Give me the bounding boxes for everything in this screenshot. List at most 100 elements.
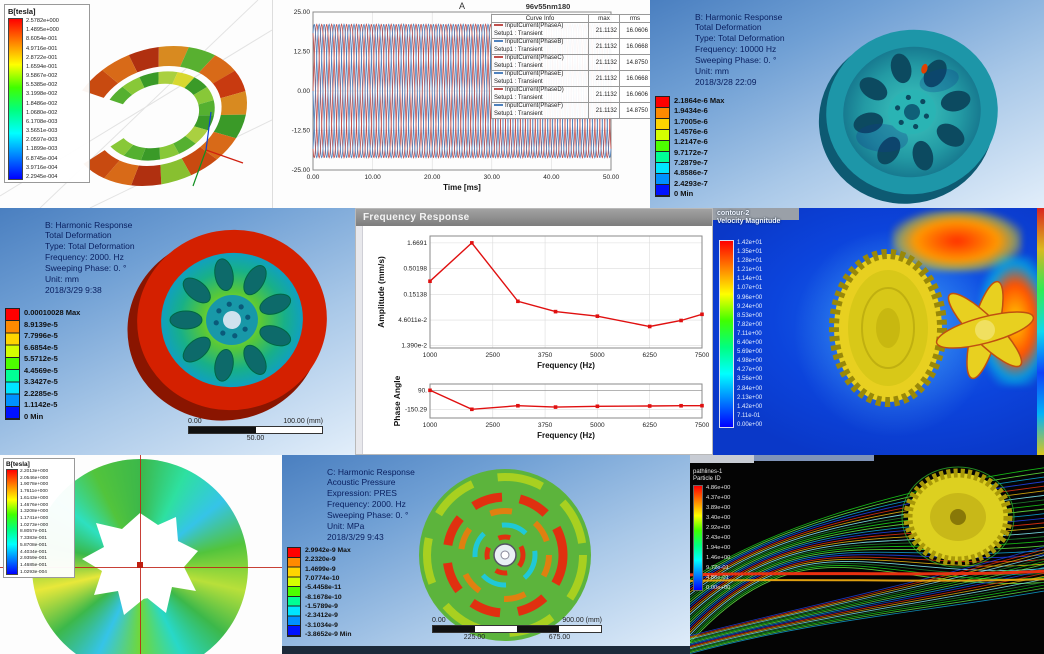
curve-color-dash-icon xyxy=(494,56,503,59)
colorbar xyxy=(5,308,20,420)
info-line: Type: Total Deformation xyxy=(45,241,135,252)
legend-value: 2.2320e-9 xyxy=(305,556,336,564)
amplitude-chart: 1000 2500 3750 5000 6250 7500 1.6691 0.50198 0.1… xyxy=(376,235,710,370)
phase-chart: 1000 2500 3750 5000 6250 7500 90. -150.29 Freque… xyxy=(392,376,710,440)
svg-text:2500: 2500 xyxy=(486,352,501,359)
svg-text:-25.00: -25.00 xyxy=(292,167,311,174)
window-titlebar[interactable]: Frequency Response xyxy=(356,209,712,226)
legend-value: 1.6143e+000 xyxy=(20,495,49,501)
window-tab-fragment xyxy=(713,208,799,220)
legend-value: 8.53e+00 xyxy=(737,312,763,319)
window-tab-fragment xyxy=(690,455,754,463)
legend-value: 1.7005e-6 xyxy=(674,116,708,126)
legend-value: 4.86e+00 xyxy=(706,485,731,492)
info-line: C: Harmonic Response xyxy=(327,466,415,477)
legend-value: -1.5789e-9 xyxy=(305,602,338,610)
torus-field-model xyxy=(0,0,272,208)
info-line: Unit: mm xyxy=(695,65,729,76)
legend-value: 3.56e+00 xyxy=(737,376,763,383)
legend-value: 1.0293e-004 xyxy=(20,569,47,575)
legend-value: 2.9942e-9 Max xyxy=(305,547,351,554)
svg-text:Frequency (Hz): Frequency (Hz) xyxy=(537,361,595,370)
legend-value: -3.1034e-9 xyxy=(305,621,338,629)
curve-color-dash-icon xyxy=(494,40,503,43)
legend-value: 3.3427e-5 xyxy=(24,377,58,387)
svg-text:90.: 90. xyxy=(418,387,427,394)
svg-text:3750: 3750 xyxy=(538,352,553,359)
legend-value: 1.14e+01 xyxy=(737,276,763,283)
svg-text:20.00: 20.00 xyxy=(424,174,441,181)
legend-value: 8.8057e-001 xyxy=(20,529,47,535)
legend-value: 5.69e+00 xyxy=(737,349,763,356)
legend-value: 9.5867e-002 xyxy=(26,73,58,80)
info-line: Unit: mm xyxy=(45,273,79,284)
b-tesla-legend: B[tesla] 2.2013e+000 2.0546e+000 1.9078e+0… xyxy=(3,458,75,578)
curve-info-row: InputCurrent(PhaseF) Setup1 : Transient 2… xyxy=(491,102,651,119)
svg-text:2500: 2500 xyxy=(486,422,501,429)
legend-value: 1.0273e+000 xyxy=(20,522,49,528)
legend-value: 1.1142e-5 xyxy=(24,400,58,410)
info-line: Unit: MPa xyxy=(327,520,365,531)
legend-value: 1.42e+00 xyxy=(737,403,763,410)
scale-min: 0.00 xyxy=(188,418,202,425)
svg-text:0.00: 0.00 xyxy=(297,88,310,95)
legend-value: 0 Min xyxy=(674,188,694,198)
legend-value: 7.11e+00 xyxy=(737,330,762,337)
info-line: 2018/3/29 9:38 xyxy=(45,284,102,295)
curve-info-row: InputCurrent(PhaseD) Setup1 : Transient 2… xyxy=(491,86,651,103)
legend-value: 8.9139e-5 xyxy=(24,319,58,329)
contour-legend-title: contour-2 Velocity Magnitude xyxy=(717,210,781,226)
legend-value: 1.4895e+000 xyxy=(26,27,59,34)
legend-value: 2.13e+00 xyxy=(737,394,763,401)
legend-value: 0.00010028 Max xyxy=(24,308,81,317)
crosshair-horizontal xyxy=(0,567,282,568)
svg-text:0.00: 0.00 xyxy=(307,174,320,181)
legend-value: 1.35e+01 xyxy=(737,249,763,256)
legend-value: 2.4293e-7 xyxy=(674,178,708,188)
svg-text:-150.29: -150.29 xyxy=(405,406,427,413)
svg-text:50.00: 50.00 xyxy=(603,174,620,181)
legend-value: 9.72e-01 xyxy=(706,565,729,572)
svg-text:Amplitude (mm/s): Amplitude (mm/s) xyxy=(376,256,386,328)
legend-value: 3.5651e-003 xyxy=(26,128,58,135)
scale-ruler: 0.00 900.00 (mm) 225.00 675.00 xyxy=(432,617,602,641)
legend-title: B[tesla] xyxy=(8,7,36,16)
legend-value: 5.5385e-002 xyxy=(26,82,58,89)
window-tab-fragment xyxy=(754,455,874,461)
scale-mid: 50.00 xyxy=(246,435,265,442)
colorbar xyxy=(693,485,703,592)
streamlines-view xyxy=(690,466,1044,654)
legend-value: 1.9078e+000 xyxy=(20,482,49,488)
legend-value: 0.00e+00 xyxy=(737,421,763,428)
legend-value: 4.9716e-001 xyxy=(26,45,58,52)
panel-cfd-contours: contour-2 Velocity Magnitude 1.42e+01 1.3… xyxy=(713,208,1044,455)
plot-title: A xyxy=(458,1,465,11)
legend-value: 4.86e-01 xyxy=(706,575,729,582)
scale-q3: 675.00 xyxy=(548,634,571,641)
svg-text:7500: 7500 xyxy=(695,422,710,429)
curve-info-row: InputCurrent(PhaseA) Setup1 : Transient 2… xyxy=(491,22,651,39)
svg-text:0.50198: 0.50198 xyxy=(404,266,428,273)
svg-text:5000: 5000 xyxy=(590,422,605,429)
legend-value: 1.9434e-6 xyxy=(674,106,708,116)
info-line: Total Deformation xyxy=(695,22,762,33)
col-curve-info: Curve Info xyxy=(491,14,589,23)
svg-text:12.50: 12.50 xyxy=(294,49,311,56)
svg-text:1.390e-2: 1.390e-2 xyxy=(401,343,427,350)
curve-info-row: InputCurrent(PhaseB) Setup1 : Transient 2… xyxy=(491,38,651,55)
legend-value: 3.40e+00 xyxy=(706,515,731,522)
legend-value: 1.28e+01 xyxy=(737,258,763,265)
legend-value: 4.27e+00 xyxy=(737,367,763,374)
info-line: Acoustic Pressure xyxy=(327,477,396,488)
legend-value: 1.1899e-003 xyxy=(26,146,58,153)
deformation-legend: 0.00010028 Max 8.9139e-5 7.7996e-5 6.6854e-… xyxy=(5,308,80,421)
legend-value: 6.6854e-5 xyxy=(24,342,58,352)
legend-value: 4.8586e-7 xyxy=(674,168,708,178)
legend-value: 2.84e+00 xyxy=(737,385,763,392)
info-line: B: Harmonic Response xyxy=(695,11,783,22)
svg-text:Phase Angle: Phase Angle xyxy=(392,376,402,426)
legend-value: -8.1678e-10 xyxy=(305,593,342,601)
svg-text:Time [ms]: Time [ms] xyxy=(443,183,481,192)
info-line: Sweeping Phase: 0. ° xyxy=(327,510,409,520)
curve-color-dash-icon xyxy=(494,88,503,91)
